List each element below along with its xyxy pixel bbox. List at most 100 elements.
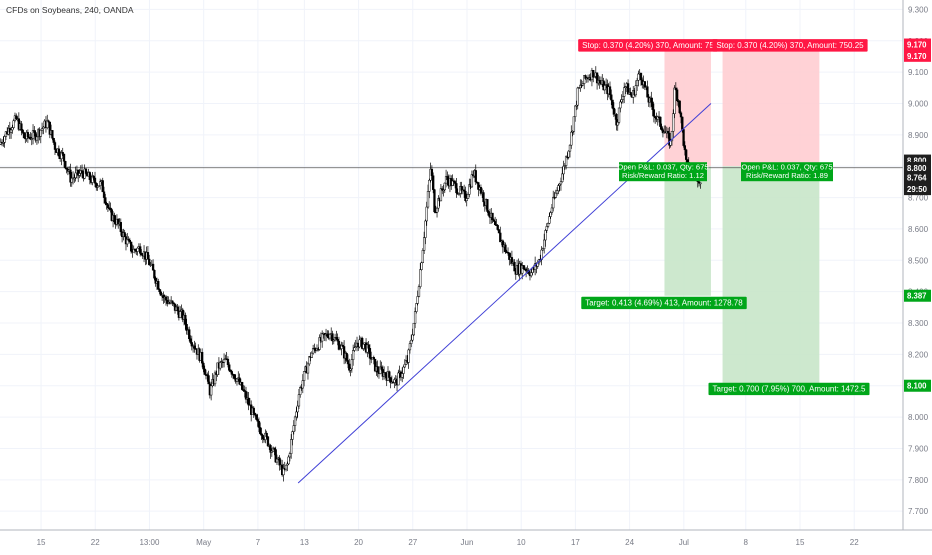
candle — [282, 463, 285, 482]
candle-body — [51, 130, 54, 139]
candle-body — [579, 84, 582, 88]
candle — [15, 113, 18, 121]
candle-body — [681, 116, 684, 130]
candle-body — [91, 175, 94, 183]
candle-body — [550, 207, 554, 213]
candle — [140, 249, 143, 256]
candle-body — [619, 101, 622, 109]
candle-body — [297, 394, 301, 407]
candle — [685, 148, 688, 163]
candle-body — [603, 85, 606, 91]
candle — [346, 354, 350, 369]
candle-body — [420, 262, 423, 270]
candle-body — [47, 120, 50, 123]
candle — [26, 129, 30, 143]
candle — [412, 322, 415, 337]
candle-body — [40, 128, 44, 131]
candle-body — [504, 244, 507, 253]
candle — [564, 155, 568, 170]
candle — [637, 70, 640, 87]
candle-body — [129, 241, 133, 252]
candle-body — [697, 181, 701, 184]
price-axis-bg — [903, 0, 932, 550]
candle-body — [581, 83, 585, 86]
candle-body — [274, 449, 277, 463]
candle — [424, 219, 427, 245]
candle — [552, 190, 555, 212]
candle-body — [77, 169, 80, 176]
trendline[interactable] — [297, 103, 712, 484]
candle — [20, 120, 23, 136]
candle-body — [401, 373, 404, 378]
candle — [185, 318, 188, 335]
candle — [654, 115, 657, 124]
candle-body — [226, 358, 230, 366]
candle-body — [413, 311, 417, 324]
candle — [151, 259, 155, 271]
candle — [416, 290, 419, 306]
candle-body — [176, 306, 179, 312]
candle-body — [278, 457, 281, 466]
candle-body — [432, 175, 435, 190]
candle — [321, 330, 324, 348]
candle — [105, 201, 108, 210]
candle-body — [373, 358, 377, 372]
candle-body — [557, 185, 560, 191]
candle — [432, 172, 435, 194]
candle-body — [105, 203, 108, 205]
candle — [2, 136, 5, 147]
trendline-line[interactable] — [297, 103, 712, 484]
candle-body — [126, 239, 129, 245]
candle-body — [568, 144, 572, 152]
candle — [417, 284, 421, 298]
candle-body — [190, 342, 193, 347]
candle-body — [682, 129, 685, 146]
candle-body — [546, 223, 550, 227]
stop-label-1-box — [578, 39, 718, 52]
candle — [60, 149, 63, 166]
x-tick-label: 22 — [91, 538, 100, 547]
candle-body — [20, 123, 23, 131]
candle — [188, 326, 191, 342]
candle — [290, 434, 293, 459]
y-tick-label: 9.000 — [908, 99, 929, 108]
candle — [422, 231, 426, 254]
candle — [252, 406, 255, 418]
countdown-badge-box — [904, 183, 931, 196]
candle — [64, 160, 67, 170]
candle-body — [39, 129, 42, 137]
candle — [341, 342, 344, 347]
candle — [634, 80, 637, 98]
candle — [170, 296, 173, 305]
candle — [12, 118, 15, 129]
candle-body — [261, 435, 264, 440]
candle-body — [410, 339, 413, 344]
candle — [284, 464, 288, 472]
candle — [504, 242, 507, 254]
candle-body — [576, 87, 579, 106]
candle — [354, 339, 357, 348]
candle-body — [441, 188, 444, 191]
candle-body — [146, 252, 150, 260]
candle — [389, 377, 392, 389]
candle-body — [342, 346, 346, 359]
candle-body — [296, 405, 299, 413]
candle-body — [393, 379, 396, 383]
candle — [559, 177, 563, 191]
target-label-1: Target: 0.413 (4.69%) 413, Amount: 1278.… — [581, 296, 747, 310]
candle-body — [659, 116, 662, 127]
candle-body — [402, 366, 405, 374]
candle — [557, 183, 560, 195]
candle — [176, 303, 179, 315]
candle-body — [238, 377, 241, 385]
candle-body — [615, 113, 618, 126]
pnl-label-2: Open P&L: 0.037, Qty: 675 — [741, 163, 832, 172]
crosshair-price-badge: 8.800 — [904, 161, 931, 174]
candle-body — [419, 269, 422, 287]
candle — [39, 129, 42, 144]
candle-body — [626, 83, 630, 95]
candle — [202, 361, 205, 373]
candle — [35, 134, 39, 145]
